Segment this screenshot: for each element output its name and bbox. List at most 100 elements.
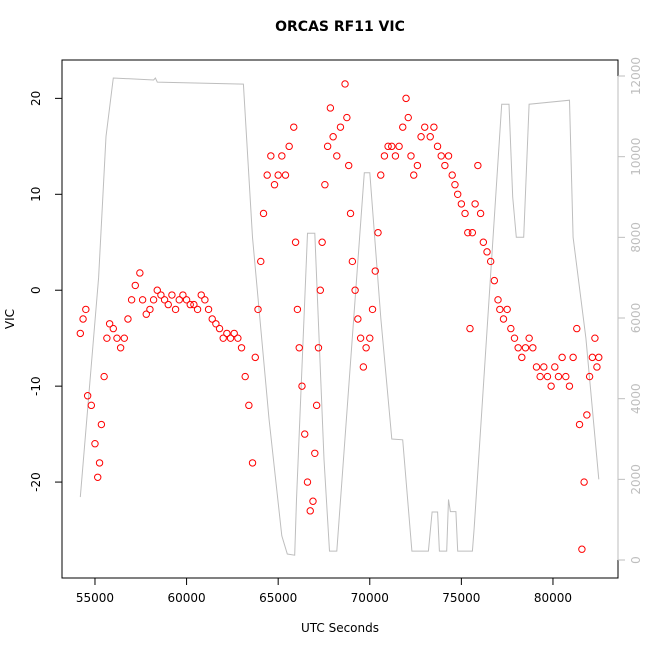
data-point	[301, 430, 309, 438]
data-point	[197, 291, 205, 299]
data-point	[407, 152, 415, 160]
data-point	[212, 320, 220, 328]
y2-tick-label: 12000	[629, 57, 643, 95]
data-point	[219, 334, 227, 342]
data-point	[575, 420, 584, 429]
x-tick-label: 65000	[259, 591, 297, 605]
data-point	[223, 329, 231, 338]
y-tick-label: 10	[29, 187, 43, 202]
data-point	[395, 142, 403, 151]
data-point	[507, 324, 515, 333]
x-axis-label: UTC Seconds	[301, 621, 379, 635]
data-point	[490, 276, 499, 285]
data-point	[547, 382, 555, 390]
data-point	[591, 334, 599, 342]
data-point	[237, 344, 246, 352]
data-point	[303, 478, 312, 486]
data-point	[430, 123, 438, 131]
data-point	[565, 382, 574, 390]
data-point	[585, 372, 594, 381]
data-point	[131, 281, 139, 290]
data-point	[374, 228, 382, 237]
data-point	[83, 392, 92, 400]
data-point	[351, 286, 359, 294]
data-point	[274, 171, 282, 179]
data-point	[138, 296, 147, 304]
data-point	[362, 344, 370, 352]
data-point	[201, 296, 209, 304]
data-point	[146, 305, 154, 314]
data-point	[336, 123, 345, 131]
data-point	[95, 459, 104, 467]
y2-tick-label: 8000	[629, 222, 643, 253]
data-point	[160, 296, 169, 304]
data-point	[267, 152, 275, 160]
data-point	[82, 305, 90, 314]
data-point	[343, 113, 351, 122]
data-point	[234, 334, 242, 342]
data-point	[384, 142, 392, 151]
data-point	[476, 209, 485, 218]
y2-tick-label: 10000	[629, 138, 643, 176]
data-point	[193, 305, 202, 314]
data-point	[499, 315, 508, 323]
data-point	[136, 269, 144, 277]
data-point	[433, 142, 442, 151]
data-point	[100, 372, 108, 381]
data-point	[410, 171, 418, 179]
data-point	[578, 545, 586, 553]
data-point	[518, 353, 526, 362]
data-point	[298, 382, 306, 390]
data-point	[583, 411, 591, 419]
data-point	[448, 171, 456, 179]
altitude-line	[79, 77, 600, 556]
data-point	[204, 305, 213, 314]
data-point	[595, 353, 603, 362]
data-point	[593, 363, 601, 371]
data-point	[248, 459, 257, 467]
data-point	[290, 123, 298, 131]
data-point	[569, 353, 577, 362]
data-point	[451, 181, 459, 189]
data-point	[257, 257, 265, 266]
data-point	[254, 305, 262, 314]
data-point	[79, 315, 87, 323]
data-point	[380, 152, 389, 160]
data-point	[461, 209, 469, 218]
data-point	[285, 142, 293, 151]
data-point	[318, 238, 326, 246]
data-point	[312, 401, 321, 410]
data-point	[278, 152, 286, 160]
data-point	[503, 305, 511, 314]
data-point	[529, 344, 537, 352]
data-point	[190, 300, 198, 309]
data-point	[76, 329, 85, 338]
data-point	[245, 401, 253, 410]
x-tick-label: 70000	[351, 591, 389, 605]
data-point	[149, 296, 158, 304]
data-point	[496, 305, 504, 314]
y-tick-label: 20	[29, 91, 43, 106]
data-point	[437, 152, 445, 160]
y2-tick-label: 4000	[629, 383, 643, 414]
data-point	[391, 152, 400, 160]
data-point	[494, 296, 502, 304]
data-point	[426, 133, 434, 141]
y-tick-label: -20	[29, 472, 43, 492]
data-point	[554, 372, 563, 381]
data-point	[116, 344, 125, 352]
chart-title: ORCAS RF11 VIC	[275, 19, 405, 35]
data-point	[182, 296, 191, 304]
data-point	[142, 310, 150, 318]
data-point	[486, 257, 495, 266]
data-point	[293, 305, 302, 314]
data-point	[558, 353, 566, 362]
data-point	[127, 296, 136, 304]
data-point	[580, 478, 588, 486]
data-point	[91, 440, 99, 448]
data-point	[532, 363, 541, 371]
data-point	[474, 161, 482, 170]
data-point	[105, 320, 114, 328]
data-point	[521, 344, 530, 352]
